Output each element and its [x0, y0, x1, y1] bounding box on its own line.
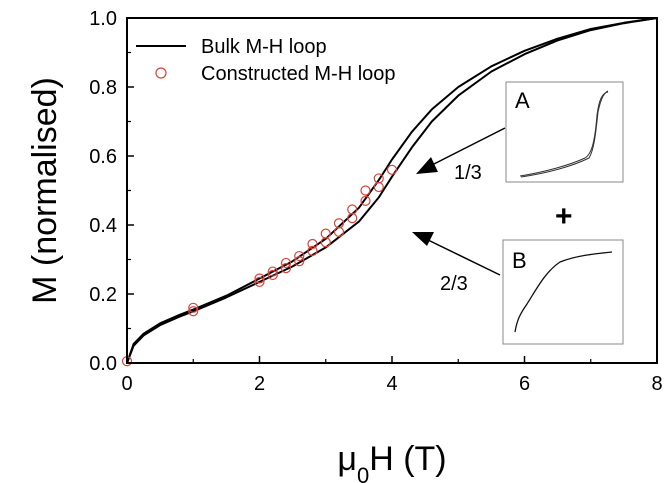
y-tick-label: 0.0 [89, 353, 117, 375]
constructed-point [360, 185, 371, 196]
fraction-b-label: 2/3 [440, 273, 468, 295]
plus-sign: + [555, 200, 573, 233]
constructed-point [188, 306, 199, 317]
x-tick-label: 6 [519, 373, 530, 395]
legend-label-bulk: Bulk M-H loop [201, 36, 327, 58]
constructed-point [254, 276, 265, 288]
constructed-point [267, 266, 278, 277]
x-axis-title-main: μ [337, 440, 357, 478]
y-tick-label: 0.2 [89, 284, 117, 306]
inset-a-label: A [515, 88, 530, 113]
y-tick-label: 1.0 [89, 8, 117, 30]
inset-a-curve-upper [520, 90, 609, 178]
x-axis-title-rest: H (T) [369, 440, 446, 478]
constructed-point [307, 245, 318, 256]
x-tick-label: 4 [386, 373, 397, 395]
x-tick-label: 0 [121, 373, 132, 395]
constructed-point [347, 204, 358, 215]
constructed-point [320, 228, 331, 239]
constructed-point [280, 257, 292, 269]
arrow-a-shaft [429, 127, 506, 167]
legend-circle-swatch [155, 67, 167, 79]
constructed-point [254, 273, 265, 284]
arrow-a-head [416, 157, 438, 174]
constructed-point [188, 302, 199, 313]
inset-a-curve-lower [519, 91, 609, 177]
inset-a: A [505, 81, 624, 183]
constructed-point [294, 256, 305, 267]
constructed-point [333, 226, 345, 237]
constructed-point [294, 250, 305, 262]
inset-b-label: B [512, 248, 527, 273]
ticks-layer: 0 2 4 6 8 0.0 0.2 0.4 0.6 0.8 1.0 [89, 8, 662, 395]
fraction-a-label: 1/3 [454, 162, 482, 184]
y-tick-label: 0.8 [89, 77, 117, 99]
x-tick-label: 2 [254, 373, 265, 395]
x-axis-title: μ0H (T) [337, 440, 446, 483]
inset-b: B [502, 239, 624, 345]
arrow-b-head [412, 232, 434, 246]
plot-area-frame [126, 17, 658, 364]
x-axis-title-subscript: 0 [357, 463, 369, 483]
series-layer [121, 17, 658, 367]
y-tick-label: 0.4 [89, 215, 117, 237]
inset-b-frame [502, 239, 624, 345]
legend-label-constructed: Constructed M-H loop [201, 63, 396, 85]
inset-a-frame [505, 81, 624, 183]
x-tick-label: 8 [651, 373, 662, 395]
constructed-point [280, 263, 292, 274]
arrow-b-shaft [425, 238, 501, 276]
constructed-point [307, 238, 318, 250]
constructed-point [373, 181, 384, 193]
y-axis-title: M (normalised) [26, 77, 64, 304]
legend: Bulk M-H loop Constructed M-H loop [136, 36, 396, 85]
constructed-point [360, 195, 371, 206]
bulk-loop-branch-0 [126, 17, 658, 364]
y-tick-label: 0.6 [89, 146, 117, 168]
constructed-point [386, 164, 398, 175]
constructed-point [373, 173, 384, 184]
constructed-point [267, 269, 278, 281]
constructed-point [333, 218, 345, 229]
inset-b-curve [514, 251, 613, 333]
arrows [412, 127, 506, 276]
